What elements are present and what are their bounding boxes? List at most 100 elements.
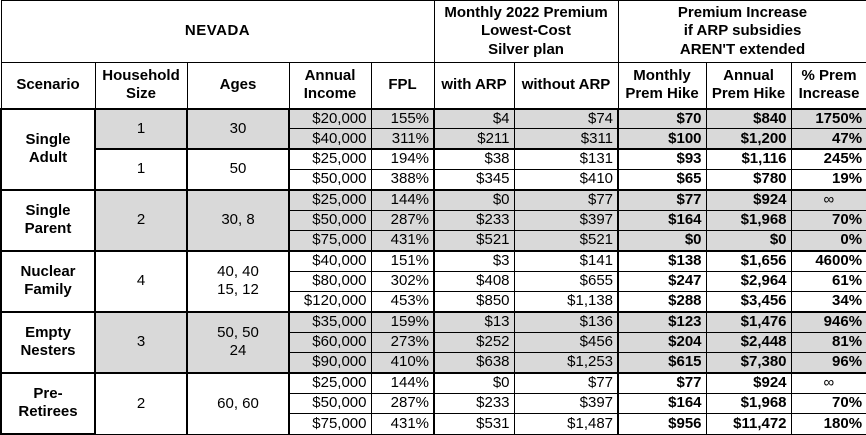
annual-hike-cell: $2,448 [705,331,792,354]
monthly-hike-cell: $288 [617,291,707,313]
with-arp-cell: $233 [433,392,515,415]
pct-increase-cell: 70% [790,209,866,232]
annual-hike-cell: $1,968 [705,209,792,232]
annual-income-cell: $20,000 [288,107,372,130]
with-arp-cell: $531 [433,413,515,435]
fpl-cell: 302% [370,270,436,293]
pct-increase-cell: 96% [790,352,866,374]
without-arp-cell: $397 [513,392,620,415]
annual-income-cell: $60,000 [288,331,372,354]
monthly-hike-cell: $138 [617,249,707,272]
pct-increase-cell: 180% [790,413,866,435]
table-row: Nuclear Family 4 40, 40 15, 12 $40,000 151% $… [0,249,866,313]
pct-increase-cell: 61% [790,270,866,293]
ages-cell: 50, 50 24 [186,310,290,374]
annual-hike-cell: $1,200 [705,128,792,150]
annual-income-cell: $35,000 [288,310,372,333]
table-row: $40,000 311% $211 $311 $100 $1,200 47% [1,128,866,150]
col-header-annual-prem-hike: Annual Prem Hike [705,62,792,109]
annual-income-cell: $75,000 [288,413,372,435]
annual-income-cell: $25,000 [288,148,372,171]
ages-cell: 50 [186,148,290,191]
fpl-cell: 287% [370,209,436,232]
pct-increase-cell: 19% [790,169,866,191]
with-arp-cell: $345 [433,169,515,191]
annual-income-cell: $75,000 [288,230,372,252]
monthly-hike-cell: $204 [617,331,707,354]
col-header-annual-income: Annual Income [288,62,372,109]
annual-income-cell: $50,000 [288,209,372,232]
increase-group-header: Premium Increase if ARP subsidies AREN'T… [617,0,866,63]
monthly-hike-cell: $77 [617,371,707,394]
fpl-cell: 159% [370,310,436,333]
pct-increase-cell: ∞ [790,188,866,211]
with-arp-cell: $3 [433,249,515,272]
without-arp-cell: $410 [513,169,620,191]
with-arp-cell: $252 [433,331,515,354]
annual-hike-cell: $2,964 [705,270,792,293]
annual-hike-cell: $840 [705,107,792,130]
fpl-cell: 151% [370,249,436,272]
monthly-hike-cell: $65 [617,169,707,191]
monthly-hike-cell: $70 [617,107,707,130]
fpl-cell: 155% [370,107,436,130]
scenario-cell: Pre- Retirees [0,371,96,435]
annual-income-cell: $40,000 [288,128,372,150]
pct-increase-cell: 1750% [790,107,866,130]
table-row: $60,000 273% $252 $456 $204 $2,448 81% [1,331,866,354]
annual-hike-cell: $1,968 [705,392,792,415]
fpl-cell: 273% [370,331,436,354]
fpl-cell: 311% [370,128,436,150]
annual-hike-cell: $11,472 [705,413,792,435]
annual-income-cell: $25,000 [288,188,372,211]
col-header-scenario: Scenario [0,62,96,109]
col-header-without-arp: without ARP [513,62,619,109]
fpl-cell: 144% [370,371,436,394]
monthly-hike-cell: $100 [617,128,707,150]
without-arp-cell: $397 [513,209,620,232]
pct-increase-cell: 81% [790,331,866,354]
household-size-cell: 2 [94,188,188,252]
table-row: Empty Nesters 3 50, 50 24 $35,000 159% $13 $13… [0,310,866,374]
with-arp-cell: $0 [433,371,515,394]
without-arp-cell: $141 [513,249,620,272]
fpl-cell: 431% [370,413,436,435]
without-arp-cell: $655 [513,270,620,293]
household-size-cell: 4 [94,249,188,313]
annual-hike-cell: $780 [705,169,792,191]
monthly-hike-cell: $0 [617,230,707,252]
pct-increase-cell: 4600% [790,249,866,272]
annual-hike-cell: $924 [705,188,792,211]
without-arp-cell: $131 [513,148,620,171]
fpl-cell: 388% [370,169,436,191]
fpl-cell: 453% [370,291,436,313]
with-arp-cell: $850 [433,291,515,313]
without-arp-cell: $1,138 [513,291,620,313]
with-arp-cell: $408 [433,270,515,293]
ages-cell: 60, 60 [186,371,290,435]
annual-hike-cell: $3,456 [705,291,792,313]
without-arp-cell: $456 [513,331,620,354]
without-arp-cell: $77 [513,371,620,394]
annual-income-cell: $40,000 [288,249,372,272]
table-row: Single Parent 2 30, 8 $25,000 144% $0 $77 $77 $9… [0,188,866,252]
with-arp-cell: $521 [433,230,515,252]
table-body: Single Adult 1 30 $20,000 155% $4 $74 $70 $840 17… [0,107,866,435]
with-arp-cell: $38 [433,148,515,171]
annual-hike-cell: $1,476 [705,310,792,333]
table-row: Single Adult 1 30 $20,000 155% $4 $74 $70 $840 17… [0,107,866,191]
col-header-household-size: Household Size [94,62,188,109]
annual-income-cell: $80,000 [288,270,372,293]
annual-income-cell: $25,000 [288,371,372,394]
annual-hike-cell: $1,116 [705,148,792,171]
without-arp-cell: $311 [513,128,620,150]
monthly-hike-cell: $615 [617,352,707,374]
header-group-row: NEVADA Monthly 2022 Premium Lowest-Cost … [0,0,866,63]
with-arp-cell: $13 [433,310,515,333]
household-size-cell: 3 [94,310,188,374]
monthly-hike-cell: $956 [617,413,707,435]
col-header-with-arp: with ARP [433,62,515,109]
monthly-hike-cell: $164 [617,392,707,415]
without-arp-cell: $74 [513,107,620,130]
